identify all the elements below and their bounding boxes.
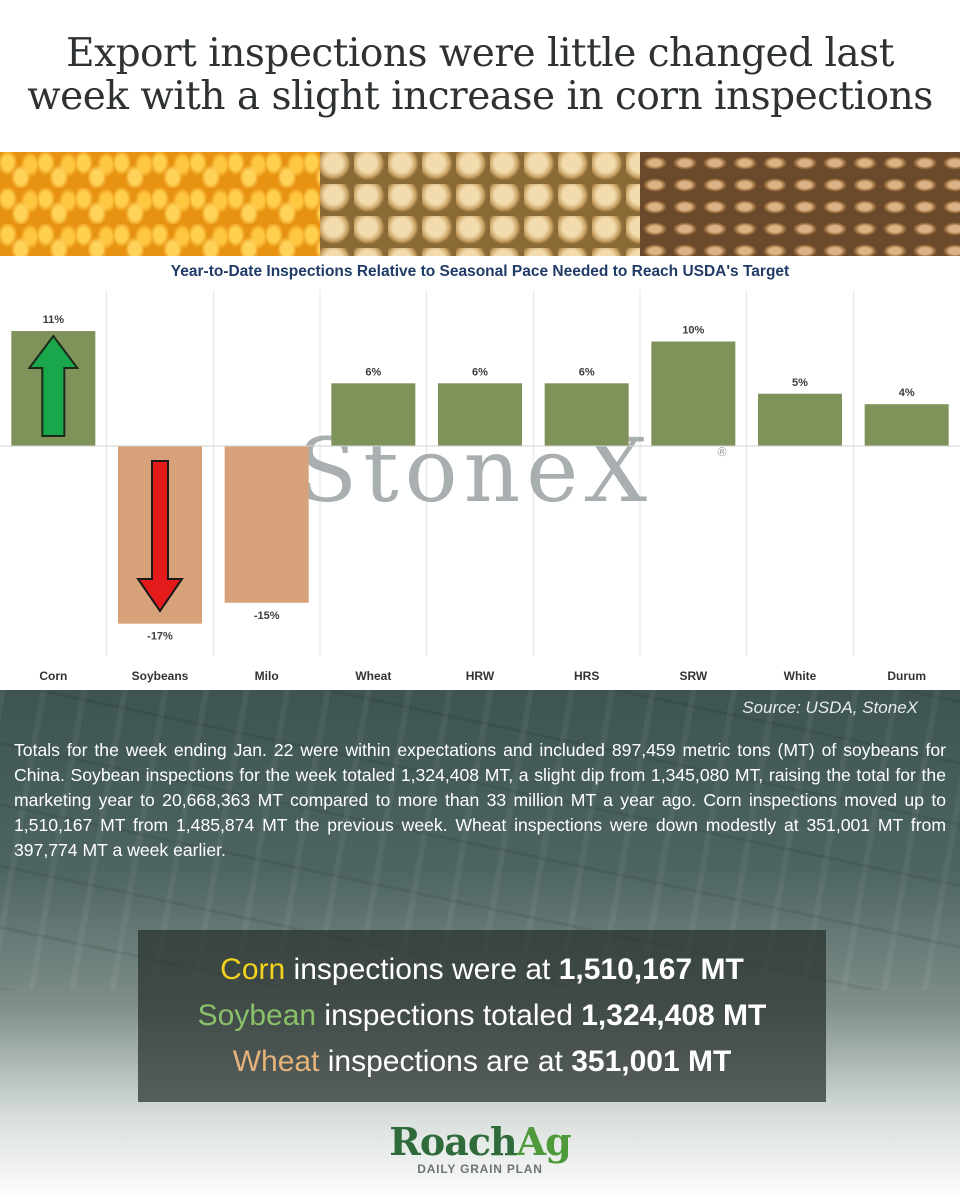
grain-photo-strip [0, 152, 960, 256]
chart-svg: Year-to-Date Inspections Relative to Sea… [0, 263, 960, 683]
port-photo-section: Source: USDA, StoneX Totals for the week… [0, 690, 960, 1200]
chart-source: Source: USDA, StoneX [742, 698, 918, 717]
headline: Export inspections were little changed l… [27, 31, 933, 119]
stat-corn-label: Corn [220, 953, 286, 986]
up-arrow-icon [27, 334, 80, 437]
stats-box: Corn inspections were at 1,510,167 MT So… [138, 930, 826, 1102]
bar-hrw [438, 383, 522, 446]
data-label-hrw: 6% [472, 366, 488, 378]
data-label-durum: 4% [899, 387, 915, 399]
corn-kernels-photo [0, 152, 320, 256]
watermark-registered-mark: ® [716, 445, 728, 459]
category-label-soybeans: Soybeans [132, 669, 189, 683]
bar-wheat [331, 383, 416, 446]
headline-area: Export inspections were little changed l… [0, 0, 960, 150]
stat-corn: Corn inspections were at 1,510,167 MT [220, 947, 744, 993]
stat-wheat-label: Wheat [232, 1045, 320, 1078]
bar-durum [864, 404, 949, 446]
category-label-corn: Corn [39, 669, 67, 683]
stat-corn-value: 1,510,167 MT [558, 953, 744, 986]
category-label-durum: Durum [887, 669, 926, 683]
data-label-white: 5% [792, 377, 808, 389]
logo-brand: RoachAg [380, 1122, 580, 1162]
inspections-chart: Year-to-Date Inspections Relative to Sea… [0, 256, 960, 690]
bar-srw [651, 341, 736, 446]
category-label-hrw: HRW [466, 669, 495, 683]
data-label-srw: 10% [682, 325, 704, 337]
logo-tagline: DAILY GRAIN PLAN [417, 1162, 543, 1176]
category-label-milo: Milo [255, 669, 279, 683]
bar-white [758, 393, 842, 446]
wheat-kernels-photo [640, 152, 960, 256]
stat-soy-value: 1,324,408 MT [581, 999, 767, 1032]
data-label-soybeans: -17% [147, 631, 173, 643]
stat-soy-label: Soybean [197, 999, 317, 1032]
bar-hrs [544, 383, 629, 446]
stat-soy: Soybean inspections totaled 1,324,408 MT [198, 993, 767, 1039]
logo-roach: Roach [389, 1119, 517, 1164]
stat-wheat-value: 351,001 MT [571, 1045, 732, 1078]
data-label-milo: -15% [254, 610, 280, 622]
roachag-logo: RoachAg DAILY GRAIN PLAN [380, 1122, 580, 1177]
data-label-corn: 11% [43, 314, 65, 326]
stat-soy-text: inspections totaled [316, 999, 582, 1032]
category-label-hrs: HRS [574, 669, 599, 683]
data-label-wheat: 6% [365, 366, 381, 378]
soybeans-photo [320, 152, 640, 256]
category-label-white: White [784, 669, 817, 683]
down-arrow-icon [136, 460, 184, 613]
chart-title: Year-to-Date Inspections Relative to Sea… [171, 263, 789, 280]
bar-milo [224, 446, 309, 603]
stat-wheat: Wheat inspections are at 351,001 MT [233, 1039, 732, 1085]
stat-wheat-text: inspections are at [319, 1045, 572, 1078]
logo-ag: Ag [516, 1119, 572, 1164]
category-label-srw: SRW [679, 669, 707, 683]
category-label-wheat: Wheat [355, 669, 391, 683]
summary-paragraph: Totals for the week ending Jan. 22 were … [14, 740, 946, 860]
stat-corn-text: inspections were at [285, 953, 559, 986]
data-label-hrs: 6% [579, 366, 595, 378]
